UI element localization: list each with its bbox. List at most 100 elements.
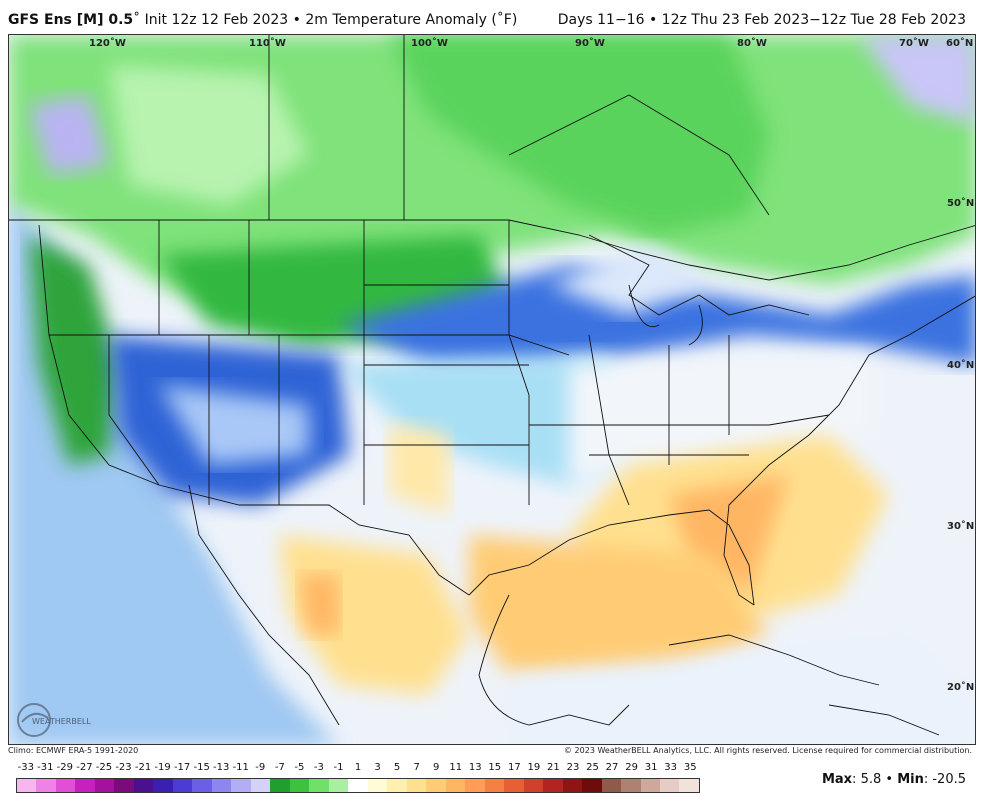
colorbar-label: -3 [313, 762, 324, 773]
colorbar-swatch [172, 779, 193, 792]
map-svg [9, 35, 975, 744]
colorbar-label: 17 [507, 762, 521, 773]
longitude-label: 90˚W [575, 38, 605, 49]
weatherbell-logo: WEATHERBELL [17, 703, 91, 737]
copyright-note: © 2023 WeatherBELL Analytics, LLC. All r… [564, 746, 972, 755]
max-value: 5.8 [860, 772, 882, 787]
colorbar-swatch [387, 779, 407, 792]
longitude-label: 110˚W [249, 38, 286, 49]
colorbar-swatch [192, 779, 212, 792]
colorbar-label: 35 [683, 762, 697, 773]
colorbar-swatch [114, 779, 134, 792]
colorbar-swatch [17, 779, 37, 792]
colorbar-label: -7 [274, 762, 285, 773]
colorbar-swatch [94, 779, 115, 792]
colorbar-swatch [133, 779, 154, 792]
longitude-label: 120˚W [89, 38, 126, 49]
colorbar-label: 21 [547, 762, 560, 773]
colorbar-label: -1 [333, 762, 344, 773]
colorbar-label: 5 [393, 762, 401, 773]
colorbar-swatch [484, 779, 505, 792]
colorbar-label: 7 [413, 762, 420, 773]
colorbar-swatch [640, 779, 660, 792]
latitude-label: 40˚N [947, 360, 975, 371]
min-value: -20.5 [932, 772, 966, 787]
longitude-label: 60˚N [946, 38, 974, 49]
colorbar-label: 13 [468, 762, 482, 773]
latitude-label: 20˚N [947, 682, 975, 693]
colorbar-label: -15 [193, 762, 210, 773]
colorbar-swatch [659, 779, 680, 792]
colorbar-label: -33 [17, 762, 34, 773]
colorbar-swatch [211, 779, 232, 792]
colorbar-swatch [465, 779, 485, 792]
colorbar-strip [16, 778, 700, 793]
colorbar-label: -19 [154, 762, 171, 773]
colorbar-label: -21 [134, 762, 152, 773]
colorbar-swatch [309, 779, 329, 792]
logo-text: WEATHERBELL [32, 717, 91, 726]
colorbar-label: 29 [625, 762, 638, 773]
colorbar-swatch [679, 779, 699, 792]
colorbar-label: 1 [354, 762, 362, 773]
colorbar-label: 31 [644, 762, 658, 773]
colorbar-label: -5 [294, 762, 305, 773]
colorbar-swatch [426, 779, 446, 792]
colorbar-label: 27 [605, 762, 619, 773]
colorbar-label: 3 [374, 762, 381, 773]
latitude-label: 50˚N [947, 198, 975, 209]
colorbar-label: -9 [255, 762, 266, 773]
colorbar-swatch [543, 779, 563, 792]
colorbar-label: -25 [95, 762, 113, 773]
colorbar-label: -23 [115, 762, 132, 773]
colorbar-label: 15 [488, 762, 502, 773]
colorbar-label: -27 [76, 762, 93, 773]
chart-title: GFS Ens [M] 0.5˚ Init 12z 12 Feb 2023 • … [8, 12, 518, 28]
longitude-label: 70˚W [899, 38, 929, 49]
colorbar-swatch [289, 779, 310, 792]
colorbar-swatch [270, 779, 290, 792]
colorbar-swatch [75, 779, 95, 792]
valid-period: Days 11−16 • 12z Thu 23 Feb 2023−12z Tue… [557, 12, 966, 28]
colorbar-swatch [601, 779, 622, 792]
colorbar-label: -31 [37, 762, 54, 773]
model-name: GFS Ens [M] 0.5 [8, 12, 134, 28]
colorbar-swatch [328, 779, 349, 792]
latitude-label: 30˚N [947, 521, 975, 532]
colorbar-swatch [231, 779, 251, 792]
colorbar-label: -17 [173, 762, 191, 773]
colorbar-swatch [562, 779, 583, 792]
colorbar-swatch [445, 779, 466, 792]
colorbar-swatch [153, 779, 173, 792]
colorbar-label: -29 [56, 762, 74, 773]
anomaly-map: 120˚W 110˚W 100˚W 90˚W 80˚W 70˚W 60˚N 50… [8, 34, 976, 745]
field-name: 2m Temperature Anomaly (˚F) [305, 12, 518, 28]
colorbar-swatch [406, 779, 427, 792]
longitude-label: 80˚W [737, 38, 767, 49]
colorbar-label: 9 [432, 762, 440, 773]
colorbar-swatch [504, 779, 524, 792]
colorbar-label: 23 [566, 762, 580, 773]
colorbar-label: 25 [586, 762, 599, 773]
max-label: Max [821, 772, 853, 787]
colorbar-label: -11 [232, 762, 249, 773]
colorbar-swatch [621, 779, 641, 792]
colorbar-label: 11 [449, 762, 463, 773]
colorbar-swatch [582, 779, 602, 792]
longitude-label: 100˚W [411, 38, 448, 49]
init-time: Init 12z 12 Feb 2023 [144, 12, 289, 28]
colorbar-swatch [55, 779, 76, 792]
climo-note: Climo: ECMWF ERA-5 1991-2020 [8, 746, 139, 755]
header: GFS Ens [M] 0.5˚ Init 12z 12 Feb 2023 • … [0, 0, 984, 34]
colorbar-swatch [367, 779, 388, 792]
colorbar-swatch [523, 779, 544, 792]
min-label: Min [897, 772, 924, 787]
colorbar-label: 19 [527, 762, 541, 773]
max-min-stats: Max: 5.8 • Min: -20.5 [821, 772, 966, 787]
colorbar-swatch [250, 779, 271, 792]
colorbar-swatch [36, 779, 56, 792]
colorbar: -33 -31 -29 -27 -25 -23 -21 -19 -17 -15 -13 -11 -9 -7… [16, 762, 706, 802]
colorbar-label: 33 [664, 762, 678, 773]
colorbar-swatch [348, 779, 368, 792]
colorbar-label: -13 [213, 762, 230, 773]
